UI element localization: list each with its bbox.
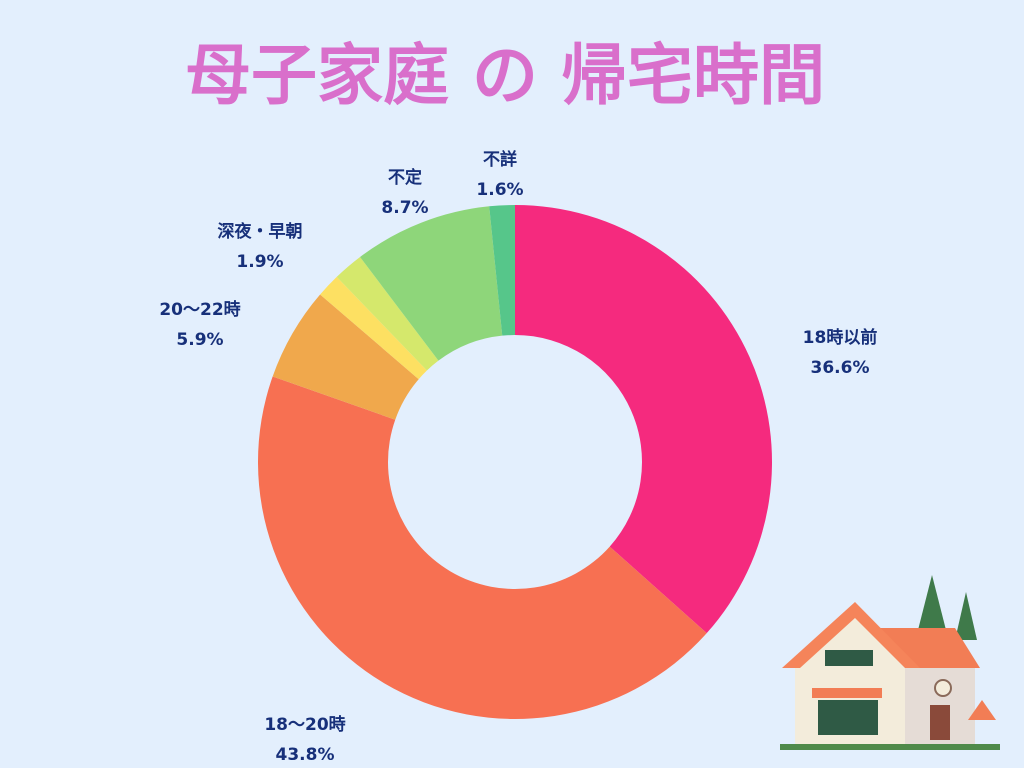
donut-slice <box>360 206 503 361</box>
house-illustration <box>780 575 1000 750</box>
slice-label: 深夜・早朝 <box>218 221 303 242</box>
donut-slice <box>272 294 419 420</box>
donut-slice <box>257 376 707 719</box>
slice-label: 20〜22時 <box>159 299 240 320</box>
value-label: 8.7% <box>381 198 428 218</box>
donut-slice <box>336 256 439 371</box>
value-label: 1.9% <box>236 252 283 272</box>
slice-label: 18〜20時 <box>264 714 345 735</box>
chart-title: 母子家庭 の 帰宅時間 <box>185 37 825 114</box>
slice-label: 18時以前 <box>803 327 878 348</box>
value-label: 1.6% <box>476 180 523 200</box>
value-label: 36.6% <box>811 358 870 378</box>
value-label: 43.8% <box>276 745 335 765</box>
donut-slice <box>489 205 515 336</box>
donut-slice <box>515 205 772 634</box>
donut-slice <box>320 276 427 380</box>
slice-label: 不定 <box>388 167 422 188</box>
slice-label: 不詳 <box>483 149 517 170</box>
value-label: 5.9% <box>176 330 223 350</box>
